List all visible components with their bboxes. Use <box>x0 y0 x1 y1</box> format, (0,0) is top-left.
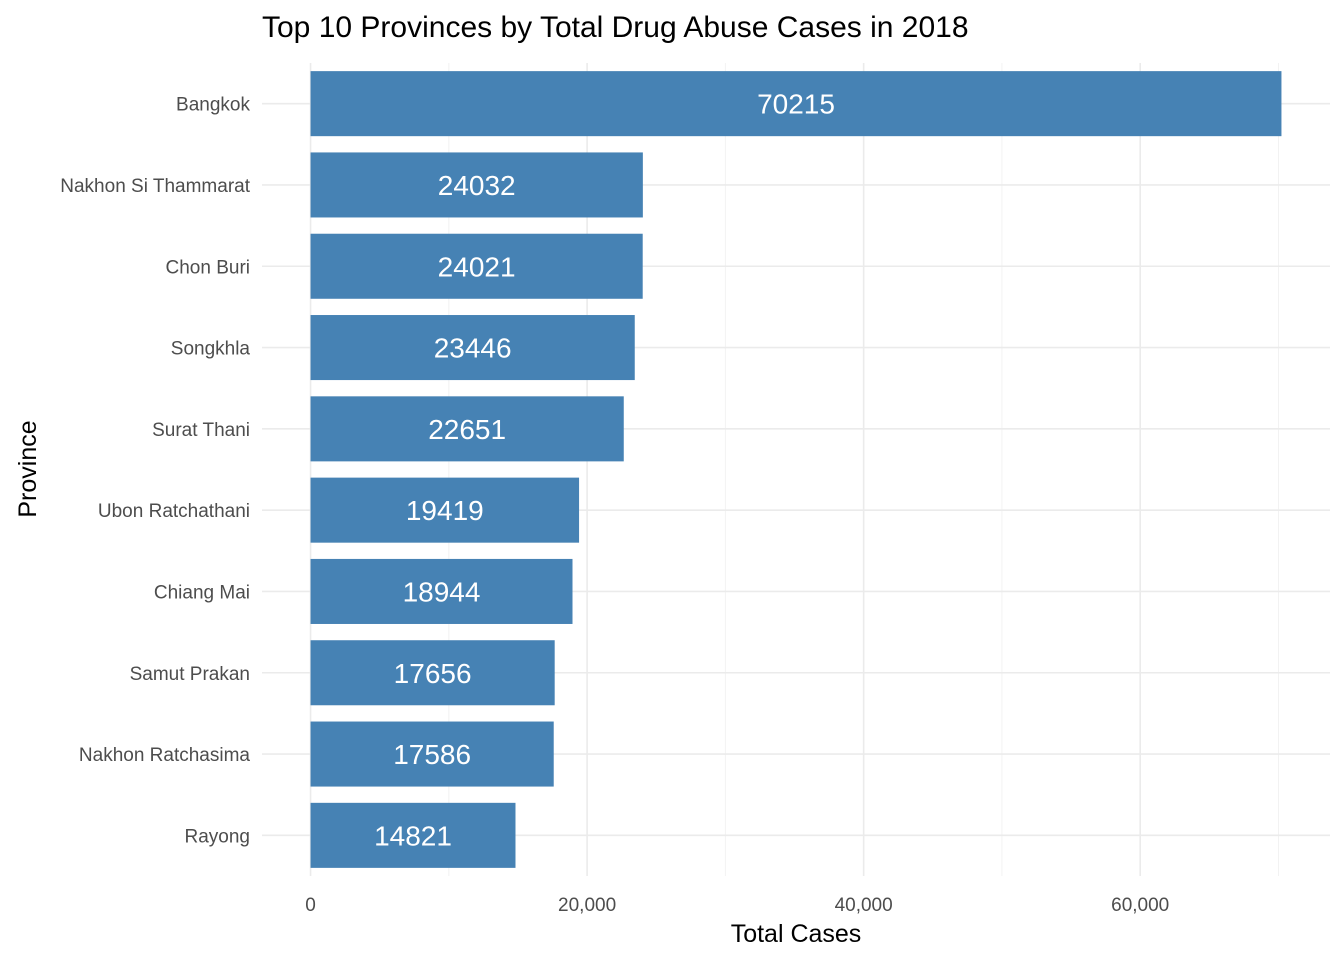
bar <box>310 396 624 462</box>
x-tick-label: 0 <box>305 895 316 916</box>
bar-data-label: 14821 <box>374 820 452 851</box>
bar <box>310 721 554 787</box>
bar-data-label: 22651 <box>428 414 506 445</box>
bars <box>310 71 1282 868</box>
bar-data-label: 19419 <box>406 495 484 526</box>
y-tick-label: Samut Prakan <box>130 664 250 685</box>
bar <box>310 477 580 543</box>
x-tick-label: 20,000 <box>558 895 616 916</box>
y-axis-ticks: Bangkok Nakhon Si Thammarat Chon Buri Songk… <box>60 95 250 848</box>
y-tick-label: Bangkok <box>176 95 250 116</box>
bar-data-label: 24021 <box>438 251 516 282</box>
y-axis-title: Province <box>14 420 42 517</box>
x-axis-title: Total Cases <box>731 920 862 948</box>
y-tick-label: Ubon Ratchathani <box>98 501 250 522</box>
bar-data-label: 70215 <box>757 89 835 120</box>
y-tick-label: Nakhon Si Thammarat <box>60 176 250 197</box>
y-tick-label: Chiang Mai <box>154 582 250 603</box>
bar <box>310 558 573 624</box>
x-tick-label: 40,000 <box>835 895 893 916</box>
bar-data-label: 17656 <box>394 658 472 689</box>
bar-data-label: 24032 <box>438 170 516 201</box>
bar <box>310 152 643 218</box>
bar <box>310 315 635 381</box>
bar-labels: 70215 24032 24021 23446 22651 19419 18944 17656… <box>374 89 835 852</box>
bar <box>310 233 643 299</box>
x-axis-ticks: 0 20,000 40,000 60,000 <box>305 895 1169 916</box>
bar-data-label: 23446 <box>434 333 512 364</box>
y-tick-label: Surat Thani <box>152 420 250 441</box>
y-tick-label: Chon Buri <box>166 257 251 278</box>
bar <box>310 802 516 868</box>
y-tick-label: Nakhon Ratchasima <box>79 745 251 766</box>
bar-data-label: 17586 <box>393 739 471 770</box>
chart-title: Top 10 Provinces by Total Drug Abuse Cas… <box>262 11 969 44</box>
bar-data-label: 18944 <box>403 576 481 607</box>
y-tick-label: Songkhla <box>171 339 251 360</box>
bar <box>310 640 555 706</box>
bar <box>310 71 1282 137</box>
y-tick-label: Rayong <box>185 826 251 847</box>
x-tick-label: 60,000 <box>1111 895 1169 916</box>
